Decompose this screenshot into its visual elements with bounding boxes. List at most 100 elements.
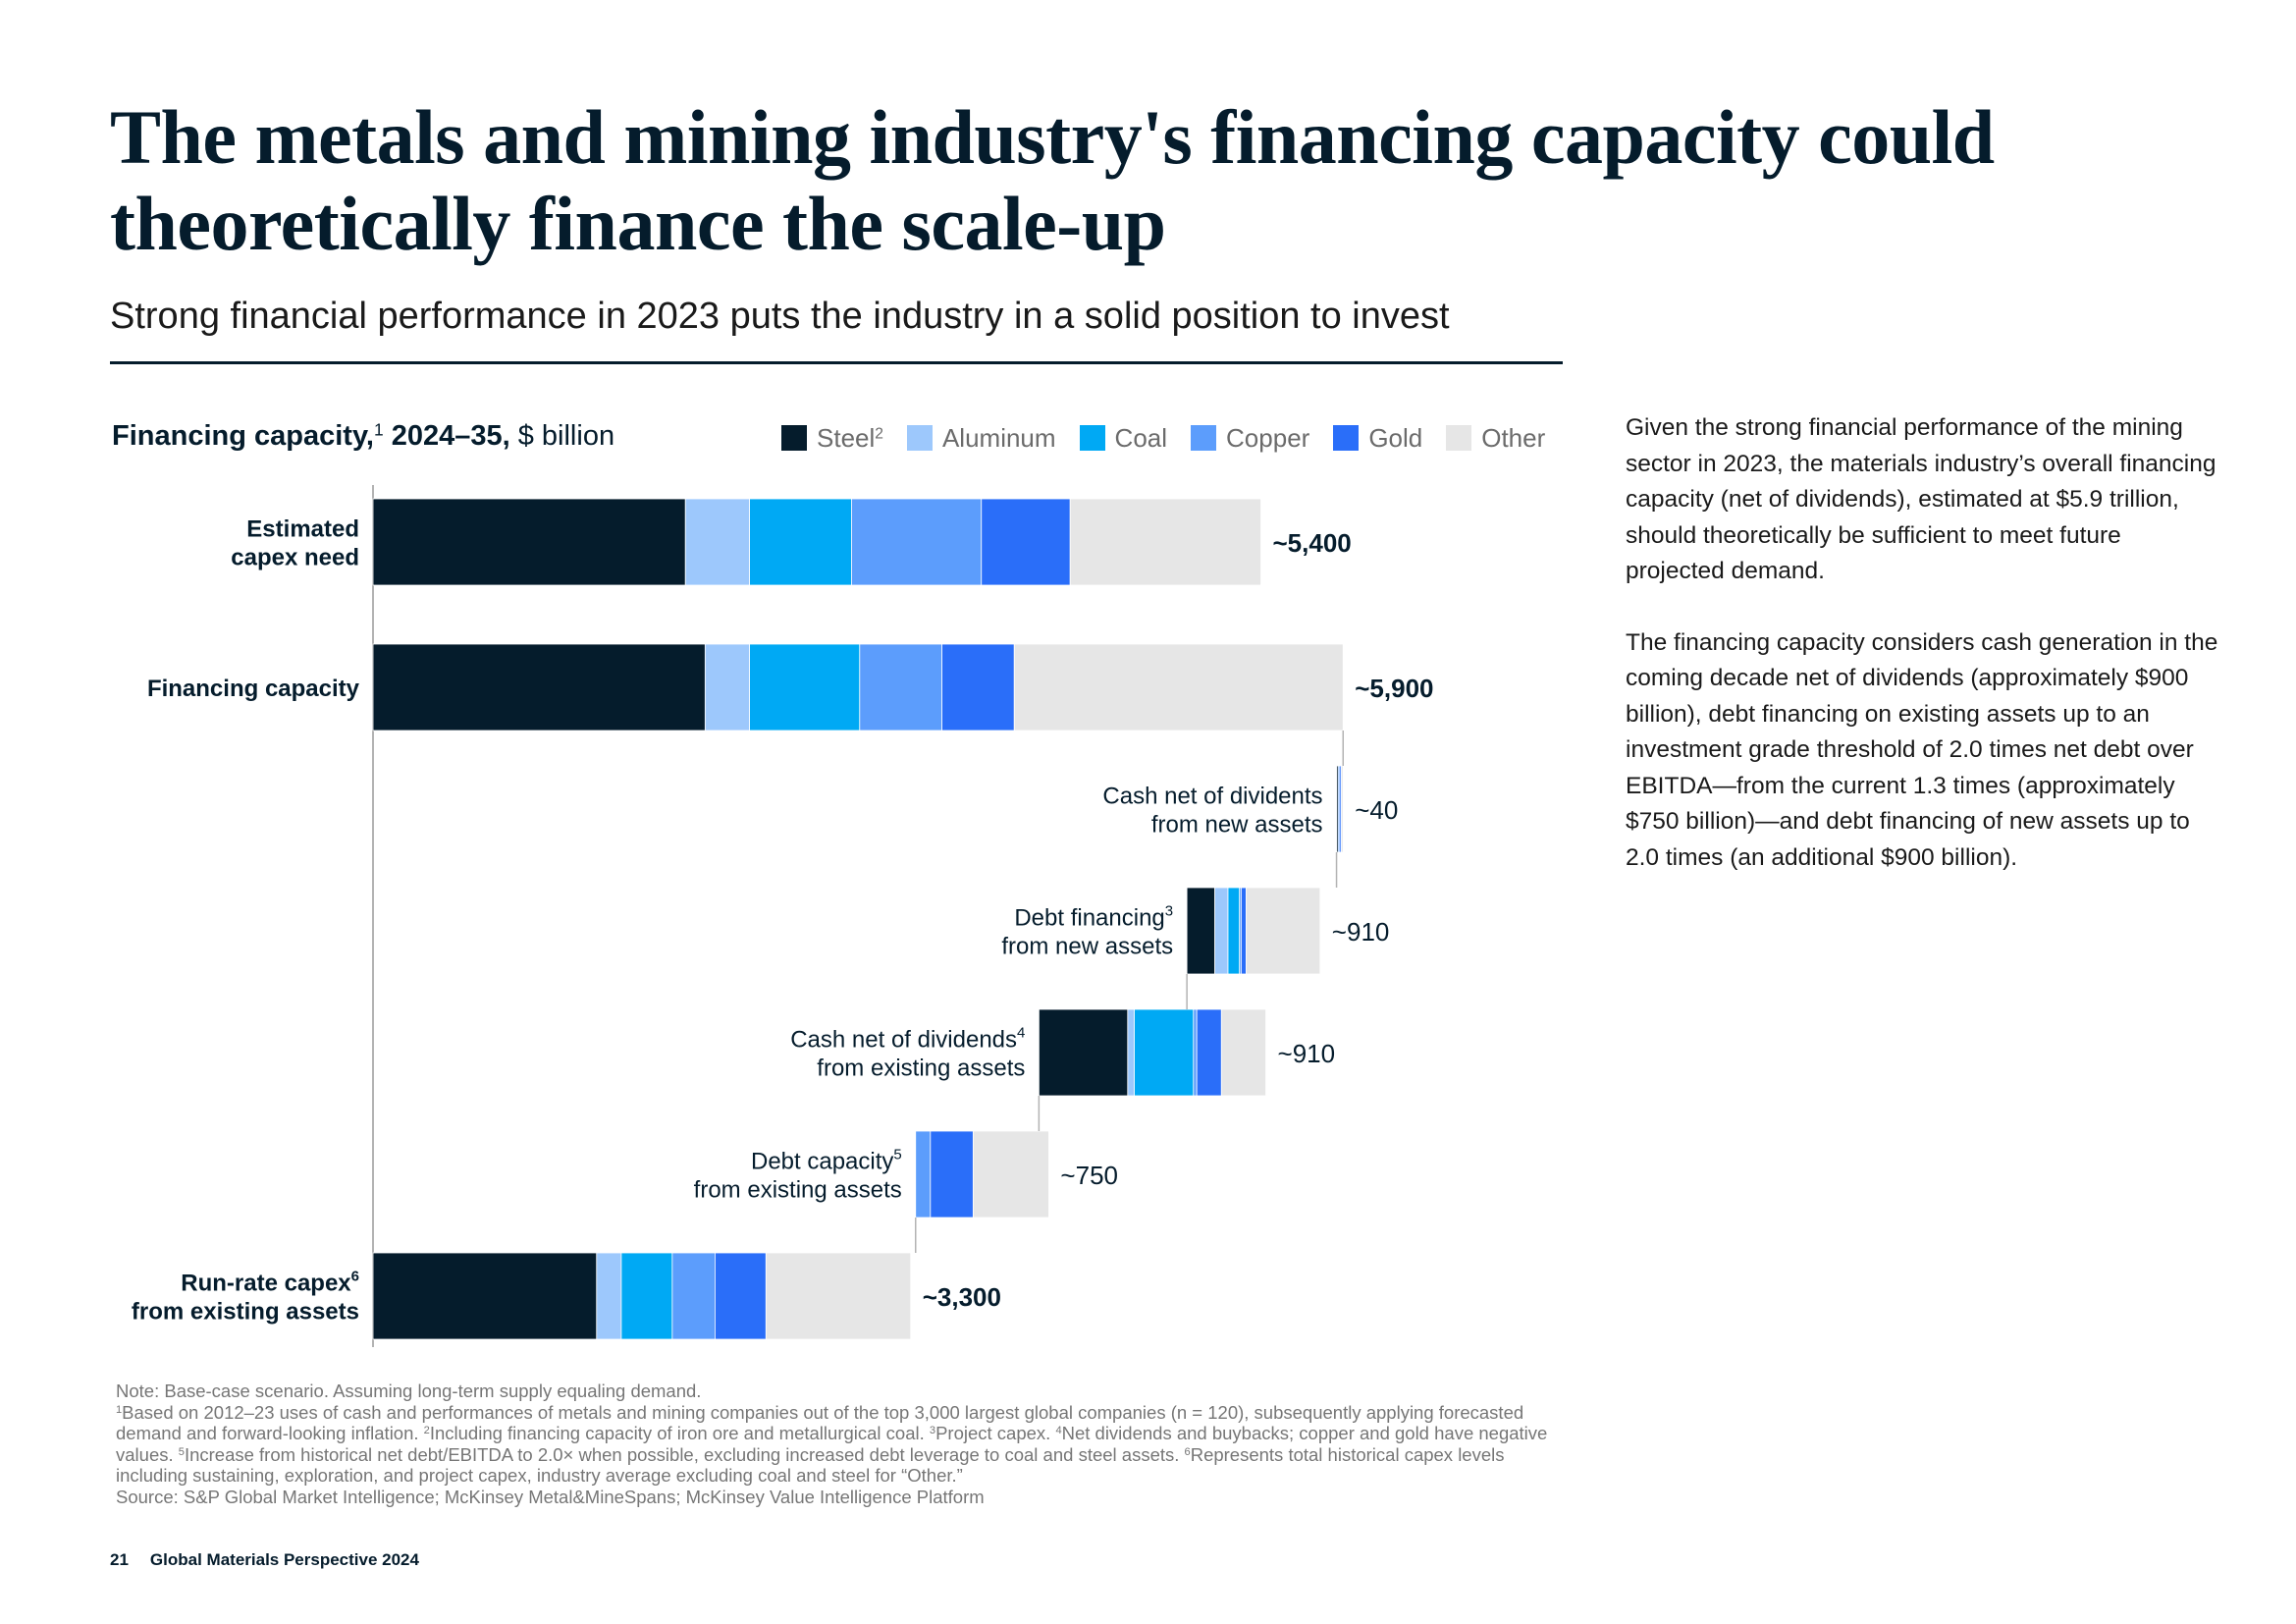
sidebar-paragraph-2: The financing capacity considers cash ge…	[1626, 628, 2218, 871]
chart-title-footnote-marker: 1	[373, 419, 384, 440]
legend-label: Gold	[1368, 423, 1423, 453]
legend-item-aluminum: Aluminum	[906, 420, 1056, 456]
bar-category-label: from new assets	[1001, 934, 1173, 960]
bar-category-label: Run-rate capex6	[181, 1269, 359, 1297]
bar-category-label-text: Debt capacity	[751, 1149, 893, 1175]
bar-segment-gold	[1196, 1008, 1222, 1097]
legend-swatch	[1079, 425, 1105, 451]
bar-segment-copper	[851, 498, 983, 586]
bar-segment-copper	[1193, 1008, 1198, 1097]
legend-item-gold: Gold	[1333, 420, 1422, 456]
bar-total-label: ~750	[1060, 1161, 1118, 1190]
bar-segment-steel	[1038, 1008, 1129, 1097]
bar-segment-aluminum	[1127, 1008, 1135, 1097]
bar-segment-other	[1069, 498, 1261, 586]
bar-total-label: ~3,300	[923, 1282, 1001, 1312]
footnote-marker: 6	[1184, 1445, 1191, 1458]
bar-category-label-text: capex need	[231, 545, 359, 571]
legend-label: Steel2	[817, 423, 883, 453]
bar-category-label-text: Financing capacity	[147, 676, 360, 702]
bar-category-label-text: Cash net of dividents	[1102, 784, 1322, 810]
footnote-text: Project capex.	[935, 1423, 1056, 1444]
bar-segment-gold	[1241, 887, 1247, 975]
bar-category-label: Debt financing3	[1014, 903, 1173, 932]
bar-segment-coal	[1227, 887, 1241, 975]
bar-segment-copper	[915, 1130, 932, 1218]
chart-title-years: 2024–35,	[383, 420, 510, 452]
bar-segment-gold	[941, 643, 1015, 731]
bar-total-label: ~910	[1278, 1039, 1336, 1068]
bar-segment-steel	[372, 498, 686, 586]
bar-segment-steel	[372, 1252, 598, 1340]
page-number: 21	[110, 1550, 129, 1569]
bar-category-label: from existing assets	[817, 1056, 1025, 1082]
bar-category-label-text: from existing assets	[694, 1177, 902, 1204]
bar-segment-aluminum	[684, 498, 750, 586]
legend-item-other: Other	[1446, 420, 1545, 456]
bar-category-label-text: Run-rate capex	[181, 1271, 351, 1297]
bar-segment-gold	[715, 1252, 767, 1340]
sidebar-paragraph-1: Given the strong financial performance o…	[1626, 414, 2216, 584]
bar-category-footnote-marker: 6	[351, 1269, 359, 1285]
footnote-marker: 2	[423, 1425, 430, 1437]
bar-segment-other	[1220, 1008, 1266, 1097]
bar-category-label: capex need	[231, 545, 359, 571]
publication-name: Global Materials Perspective 2024	[149, 1550, 419, 1569]
bar-category-label: Debt capacity5	[751, 1147, 902, 1175]
footnotes: 1Based on 2012–23 uses of cash and perfo…	[116, 1402, 1569, 1487]
legend-label: Coal	[1114, 423, 1168, 453]
bar-segment-steel	[372, 643, 706, 731]
title-rule	[110, 361, 1563, 364]
footnote-marker: 1	[116, 1403, 123, 1416]
legend-swatch	[906, 425, 933, 451]
footnote-marker: 5	[178, 1445, 185, 1458]
legend-item-coal: Coal	[1079, 420, 1168, 456]
page-footer: 21 Global Materials Perspective 2024	[110, 1550, 419, 1570]
legend-swatch	[1333, 425, 1360, 451]
chart-title-unit: $ billion	[509, 420, 615, 452]
chart-title: Financing capacity,1 2024–35, $ billion	[112, 416, 614, 456]
footnote-text: Including financing capacity of iron ore…	[429, 1423, 930, 1444]
bar-category-label-text: Estimated	[246, 516, 359, 543]
chart-notes: Note: Base-case scenario. Assuming long-…	[116, 1380, 1569, 1508]
bar-segment-aluminum	[596, 1252, 622, 1340]
legend-swatch	[1191, 425, 1217, 451]
bar-segment-aluminum	[704, 643, 750, 731]
bar-category-label: from new assets	[1151, 812, 1323, 839]
legend-footnote-marker: 2	[875, 425, 883, 443]
bar-segment-coal	[620, 1252, 673, 1340]
bar-segment-other	[765, 1252, 912, 1340]
bar-category-label-text: from new assets	[1001, 934, 1173, 960]
bar-segment-coal	[749, 643, 861, 731]
bar-segment-other	[1246, 887, 1321, 975]
bar-segment-copper	[671, 1252, 716, 1340]
footnote-marker: 4	[1055, 1425, 1062, 1437]
bar-category-label: Cash net of dividends4	[790, 1025, 1025, 1054]
footnote-text: Based on 2012–23 uses of cash and perfor…	[116, 1401, 1524, 1444]
bar-category-footnote-marker: 3	[1165, 903, 1173, 920]
bar-category-label-text: Cash net of dividends	[790, 1027, 1017, 1054]
bar-total-label: ~5,900	[1355, 674, 1433, 703]
footnote-text: Net dividends and buybacks; copper and g…	[116, 1423, 1548, 1465]
bar-segment-other	[1341, 765, 1344, 853]
bar-segment-other	[972, 1130, 1049, 1218]
note-line: Note: Base-case scenario. Assuming long-…	[116, 1380, 702, 1401]
page-title: The metals and mining industry's financi…	[110, 94, 1995, 266]
bar-category-footnote-marker: 4	[1017, 1025, 1025, 1042]
legend-swatch	[1446, 425, 1472, 451]
bar-segment-coal	[1134, 1008, 1195, 1097]
chart-title-measure: Financing capacity,	[112, 420, 374, 452]
legend-label: Other	[1481, 423, 1546, 453]
source-line: Source: S&P Global Market Intelligence; …	[116, 1486, 985, 1507]
bar-segment-steel	[1186, 887, 1216, 975]
bar-category-label: from existing assets	[694, 1177, 902, 1204]
bar-segment-other	[1013, 643, 1344, 731]
bar-category-label-text: from new assets	[1151, 812, 1323, 839]
bar-category-label: Cash net of dividents	[1102, 784, 1322, 810]
legend-swatch	[781, 425, 807, 451]
bar-segment-gold	[981, 498, 1071, 586]
footnote-marker: 3	[929, 1425, 936, 1437]
legend-label: Copper	[1226, 423, 1310, 453]
bar-category-label-text: from existing assets	[132, 1299, 359, 1326]
